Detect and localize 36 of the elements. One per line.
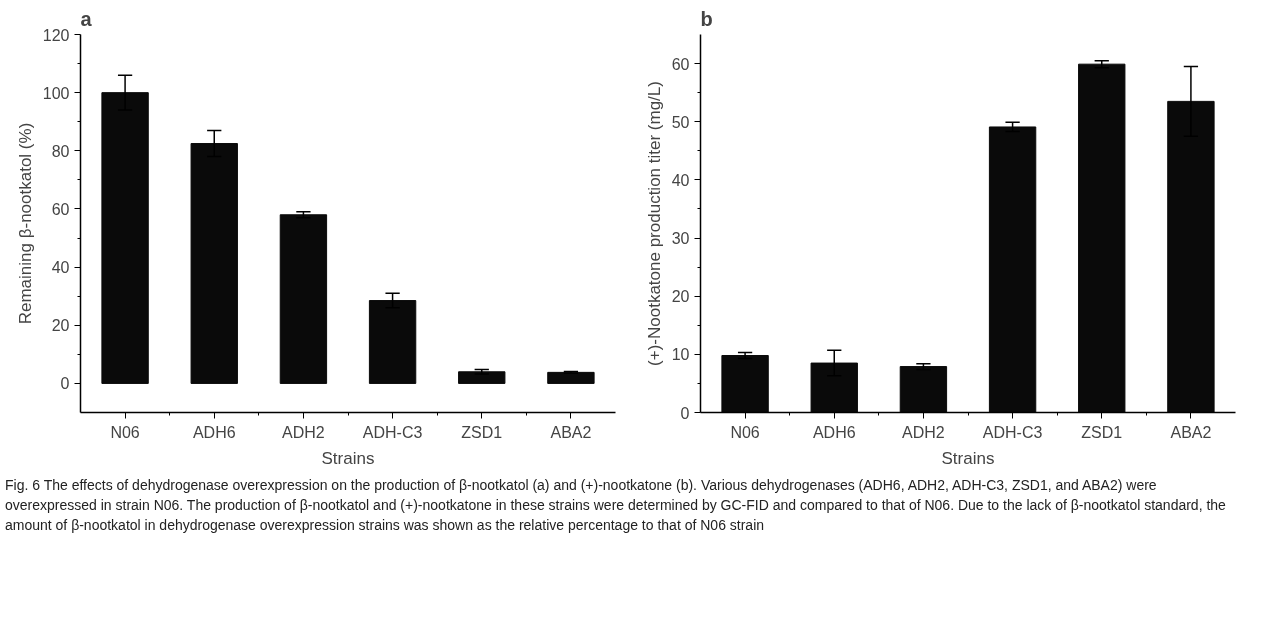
x-axis-title: Strains [321, 448, 375, 468]
x-tick-label: ADH2 [282, 423, 325, 441]
y-tick-label: 20 [51, 317, 70, 335]
y-tick-label: 10 [671, 346, 690, 364]
x-tick-label: ADH6 [192, 423, 236, 441]
y-tick-label: 50 [671, 113, 690, 131]
chart-title: b [700, 7, 713, 30]
y-tick-label: 40 [51, 259, 70, 277]
y-tick-label: 0 [680, 404, 690, 422]
x-tick-label: ABA2 [1170, 423, 1212, 441]
x-tick-label: ADH-C3 [982, 423, 1043, 441]
y-tick-label: 80 [51, 142, 70, 160]
x-tick-label: ADH-C3 [362, 423, 423, 441]
x-tick-label: N06 [110, 423, 140, 441]
bar [547, 371, 595, 384]
bar [458, 371, 506, 384]
y-axis-title: (+)-Nootkatone production titer (mg/L) [644, 81, 664, 366]
y-axis-title: Remaining β-nootkatol (%) [15, 122, 35, 325]
x-tick-label: ZSD1 [461, 423, 503, 441]
x-axis-title: Strains [941, 448, 995, 468]
y-tick-label: 0 [60, 375, 70, 393]
y-tick-label: 60 [51, 200, 70, 218]
x-tick-label: ABA2 [550, 423, 592, 441]
x-tick-label: N06 [730, 423, 760, 441]
y-tick-label: 40 [671, 171, 690, 189]
y-tick-label: 20 [671, 288, 690, 306]
x-tick-label: ADH6 [812, 423, 856, 441]
y-tick-label: 100 [42, 84, 70, 102]
x-tick-label: ADH2 [902, 423, 945, 441]
x-tick-label: ZSD1 [1081, 423, 1123, 441]
y-tick-label: 60 [671, 55, 690, 73]
y-tick-label: 30 [671, 230, 690, 248]
y-tick-label: 120 [42, 26, 70, 44]
bar [279, 214, 328, 384]
caption: Fig. 6 The effects of dehydrogenase overexpression on the production of β-nootkatol (a) and (+)-nootkatone (b). Various dehydrogenases (ADH6, ADH2, ADH-C3, ZSD1, and ABA2) were overexpressed in strain N06. The production of β-nootkatol and (+)-nootkatone in these strains were determined by GC-FID and compared to that of N06. Due to the lack of β-nootkatol standard, the amount of β-nootkatol in dehydrogenase overexpression strains was shown as the relative percentage to that of N06 strain [5, 476, 1227, 535]
chart-title: a [80, 7, 93, 30]
